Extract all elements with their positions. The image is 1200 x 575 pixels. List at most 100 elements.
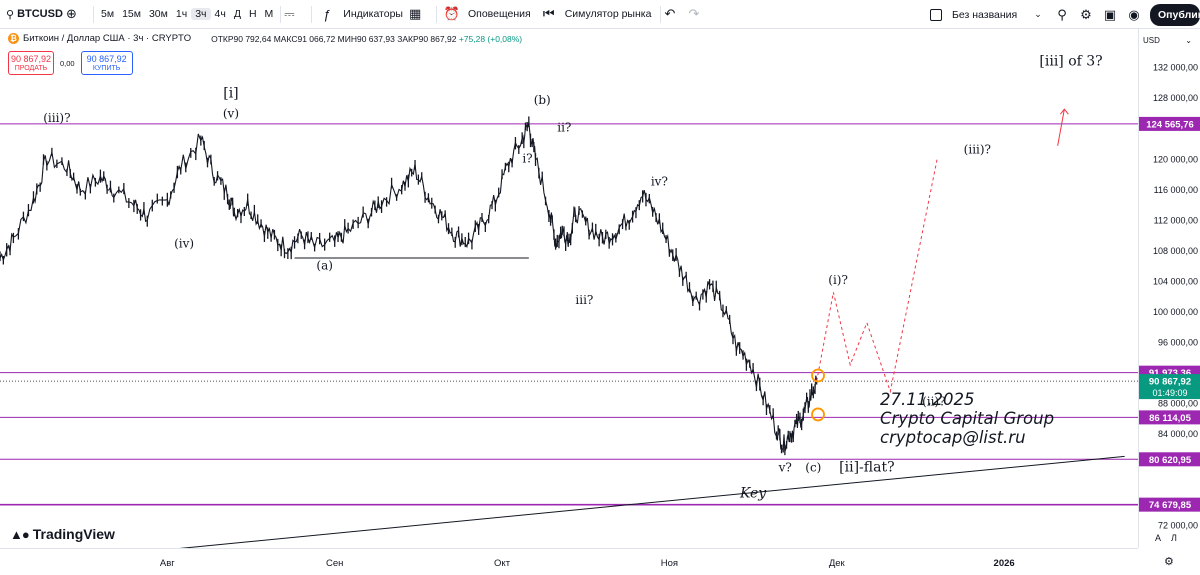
toolbar-divider (280, 5, 282, 23)
buy-button[interactable]: 90 867,92 КУПИТЬ (80, 51, 133, 75)
alerts-label: Оповещения (467, 8, 531, 20)
watermark-text: TradingView (32, 526, 115, 542)
price-series (0, 122, 818, 454)
timeframe-3[interactable]: 1ч (175, 8, 188, 20)
chevron-down-icon[interactable]: ⌄ (1034, 9, 1042, 19)
ohlc-close: ЗАКР90 867,92 (397, 33, 457, 44)
price-tick-5: 112 000,00 (1154, 215, 1198, 225)
settings-gear-icon[interactable]: ⚙ (1080, 6, 1092, 22)
plus-circle-icon: ⊕ (66, 6, 77, 21)
time-tick-1: Сен (326, 558, 343, 569)
time-tick-0: Авг (160, 558, 175, 569)
publish-button[interactable]: Опубликовать (1150, 3, 1200, 26)
chart-type-button[interactable]: ⎓ (284, 0, 308, 29)
spread-value: 0,00 (60, 58, 75, 68)
chart-pane[interactable]: (iii)? [i] (v) (iv) (a) (b) ii? i? iii? iv? (i)? (i… (0, 29, 1138, 548)
price-tick-7: 104 000,00 (1153, 276, 1198, 286)
timeframe-2[interactable]: 30м (148, 8, 168, 20)
redo-button[interactable]: ↷ (688, 0, 712, 29)
auto-scale-button[interactable]: A (1155, 533, 1162, 543)
time-tick-4: Дек (829, 558, 846, 569)
sell-button[interactable]: 90 867,92 ПРОДАТЬ (8, 51, 54, 75)
alarm-clock-icon: ⏰ (443, 6, 461, 21)
timeframe-0[interactable]: 5м (101, 8, 115, 20)
level-label-1: 91 973,36 (1149, 368, 1191, 379)
time-axis-svg: Авг Сен Окт Ноя Дек 2026 (160, 558, 1015, 569)
scale-buttons: A Л (1155, 533, 1177, 543)
current-price-label-bg (1139, 374, 1200, 400)
toolbar-divider (435, 5, 437, 23)
price-tick-11: 88 000,00 (1158, 398, 1198, 408)
compare-symbol-button[interactable]: ⊕ (66, 0, 90, 29)
toolbar-right: Без названия ⌄ ⚲ ⚙ ▣ ◉ Опубликовать (930, 0, 1200, 29)
replay-button[interactable]: ⏮ Симулятор рынка (537, 0, 658, 29)
wave-label-6: ii? (557, 120, 571, 134)
wave-label-2: (v) (223, 107, 239, 121)
currency-selector[interactable]: USD ⌄ (1140, 34, 1196, 48)
arrow-shaft (1057, 109, 1065, 146)
timeframe-5[interactable]: 4ч (214, 8, 226, 20)
legend-title: Биткоин / Доллар США · 3ч · CRYPTO (23, 33, 192, 44)
wave-projection (816, 158, 938, 394)
level-label-bg-3 (1139, 452, 1200, 467)
sell-price: 90 867,92 (10, 54, 52, 64)
time-tick-5: 2026 (994, 558, 1015, 569)
chart-settings-icon[interactable]: ⚙ (1164, 556, 1174, 568)
price-tick-12: 84 000,00 (1158, 429, 1198, 439)
timeframe-group: 5м 15м 30м 1ч 3ч 4ч Д Н М (97, 0, 277, 29)
wave-label-4: (a) (316, 258, 333, 272)
level-label-0: 124 565,76 (1146, 119, 1194, 130)
layout-checkbox[interactable] (930, 8, 942, 21)
timeframe-1[interactable]: 15м (122, 8, 141, 20)
timeframe-8[interactable]: М (264, 8, 274, 20)
timeframe-6[interactable]: Д (233, 8, 241, 20)
replay-label: Симулятор рынка (564, 8, 652, 20)
ohlc-low: МИН90 637,93 (337, 33, 395, 44)
wave-label-7: i? (522, 152, 532, 166)
level-label-4: 74 679,85 (1149, 500, 1192, 511)
wave-label-13: [iii] of 3? (1039, 54, 1102, 70)
price-tick-4: 116 000,00 (1154, 185, 1198, 195)
undo-button[interactable]: ↶ (664, 0, 688, 29)
level-label-2: 86 114,05 (1149, 413, 1191, 424)
ohlc-open: ОТКР90 792,64 (211, 33, 272, 44)
timeframe-4[interactable]: 3ч (191, 8, 211, 20)
price-tick-15: 72 000,00 (1158, 521, 1198, 531)
grid-icon: ▦ (408, 6, 422, 21)
wave-label-9: iv? (651, 174, 668, 188)
symbol-search-button[interactable]: ⚲ BTCUSD (0, 0, 66, 29)
level-label-bg-2 (1139, 410, 1200, 425)
ohlc-values: ОТКР90 792,64 МАКС91 066,72 МИН90 637,93… (211, 34, 522, 44)
tradingview-logo-icon: ▲● (10, 526, 30, 542)
log-scale-button[interactable]: Л (1171, 533, 1177, 543)
layout-name[interactable]: Без названия (952, 8, 1018, 21)
fullscreen-icon[interactable]: ▣ (1103, 6, 1117, 22)
layout-templates-button[interactable]: ▦ (409, 0, 433, 29)
level-label-bg-0 (1139, 116, 1200, 131)
alerts-button[interactable]: ⏰ Оповещения (440, 0, 537, 29)
indicators-button[interactable]: ƒ Индикаторы (315, 0, 409, 29)
undo-icon: ↶ (664, 6, 676, 21)
signature-company: Crypto Capital Group (880, 409, 1055, 428)
timeframe-7[interactable]: Н (248, 8, 257, 20)
time-axis[interactable]: Авг Сен Окт Ноя Дек 2026 (0, 548, 1138, 575)
price-tick-1: 128 000,00 (1153, 93, 1198, 103)
quick-search-icon[interactable]: ⚲ (1057, 6, 1067, 22)
candles-icon: ⎓ (284, 6, 295, 21)
toolbar-divider (660, 5, 662, 23)
redo-icon: ↷ (688, 6, 700, 21)
price-tick-9: 96 000,00 (1158, 337, 1198, 347)
time-tick-2: Окт (494, 558, 511, 569)
price-axis[interactable]: 124 565,76 91 973,36 86 114,05 80 620,95 74 … (1138, 29, 1200, 548)
tradingview-watermark[interactable]: ▲● TradingView (10, 526, 115, 542)
wave-label-14: v? (778, 461, 792, 475)
signature-date: 27.11.2025 (880, 390, 975, 409)
chevron-down-icon: ⌄ (1185, 36, 1192, 45)
top-toolbar: ⚲ BTCUSD ⊕ 5м 15м 30м 1ч 3ч 4ч Д Н М ⎓ ƒ Индикат… (0, 0, 1200, 29)
camera-icon[interactable]: ◉ (1128, 6, 1140, 22)
search-icon: ⚲ (6, 8, 15, 21)
bar-countdown-label: 01:49:09 (1152, 388, 1187, 398)
toolbar-divider (93, 5, 94, 23)
symbol-legend: ₿ Биткоин / Доллар США · 3ч · CRYPTO ОТК… (8, 33, 522, 44)
